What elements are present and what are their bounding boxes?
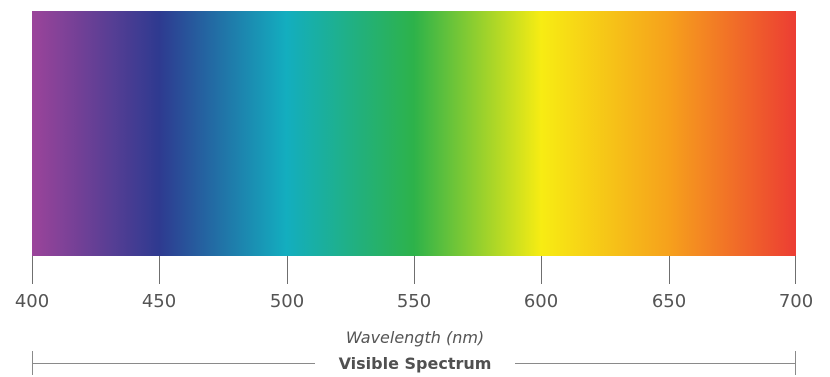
axis-title: Wavelength (nm): [345, 328, 485, 347]
tick-label-400: 400: [14, 291, 50, 312]
tick-mark-650: [669, 256, 670, 284]
tick-label-700: 700: [778, 291, 814, 312]
tick-label-500: 500: [269, 291, 305, 312]
tick-mark-700: [795, 256, 796, 284]
tick-mark-600: [541, 256, 542, 284]
range-indicator-line-right: [515, 363, 795, 364]
tick-mark-450: [159, 256, 160, 284]
range-indicator-right-cap: [795, 351, 796, 375]
tick-label-600: 600: [523, 291, 559, 312]
tick-mark-550: [414, 256, 415, 284]
visible-spectrum-label: Visible Spectrum: [338, 354, 492, 373]
range-indicator-left-cap: [32, 351, 33, 375]
range-indicator-line-left: [33, 363, 315, 364]
tick-label-550: 550: [396, 291, 432, 312]
tick-label-650: 650: [651, 291, 687, 312]
tick-mark-500: [287, 256, 288, 284]
tick-label-450: 450: [141, 291, 177, 312]
tick-mark-400: [32, 256, 33, 284]
visible-spectrum-gradient-bar: [32, 11, 796, 256]
